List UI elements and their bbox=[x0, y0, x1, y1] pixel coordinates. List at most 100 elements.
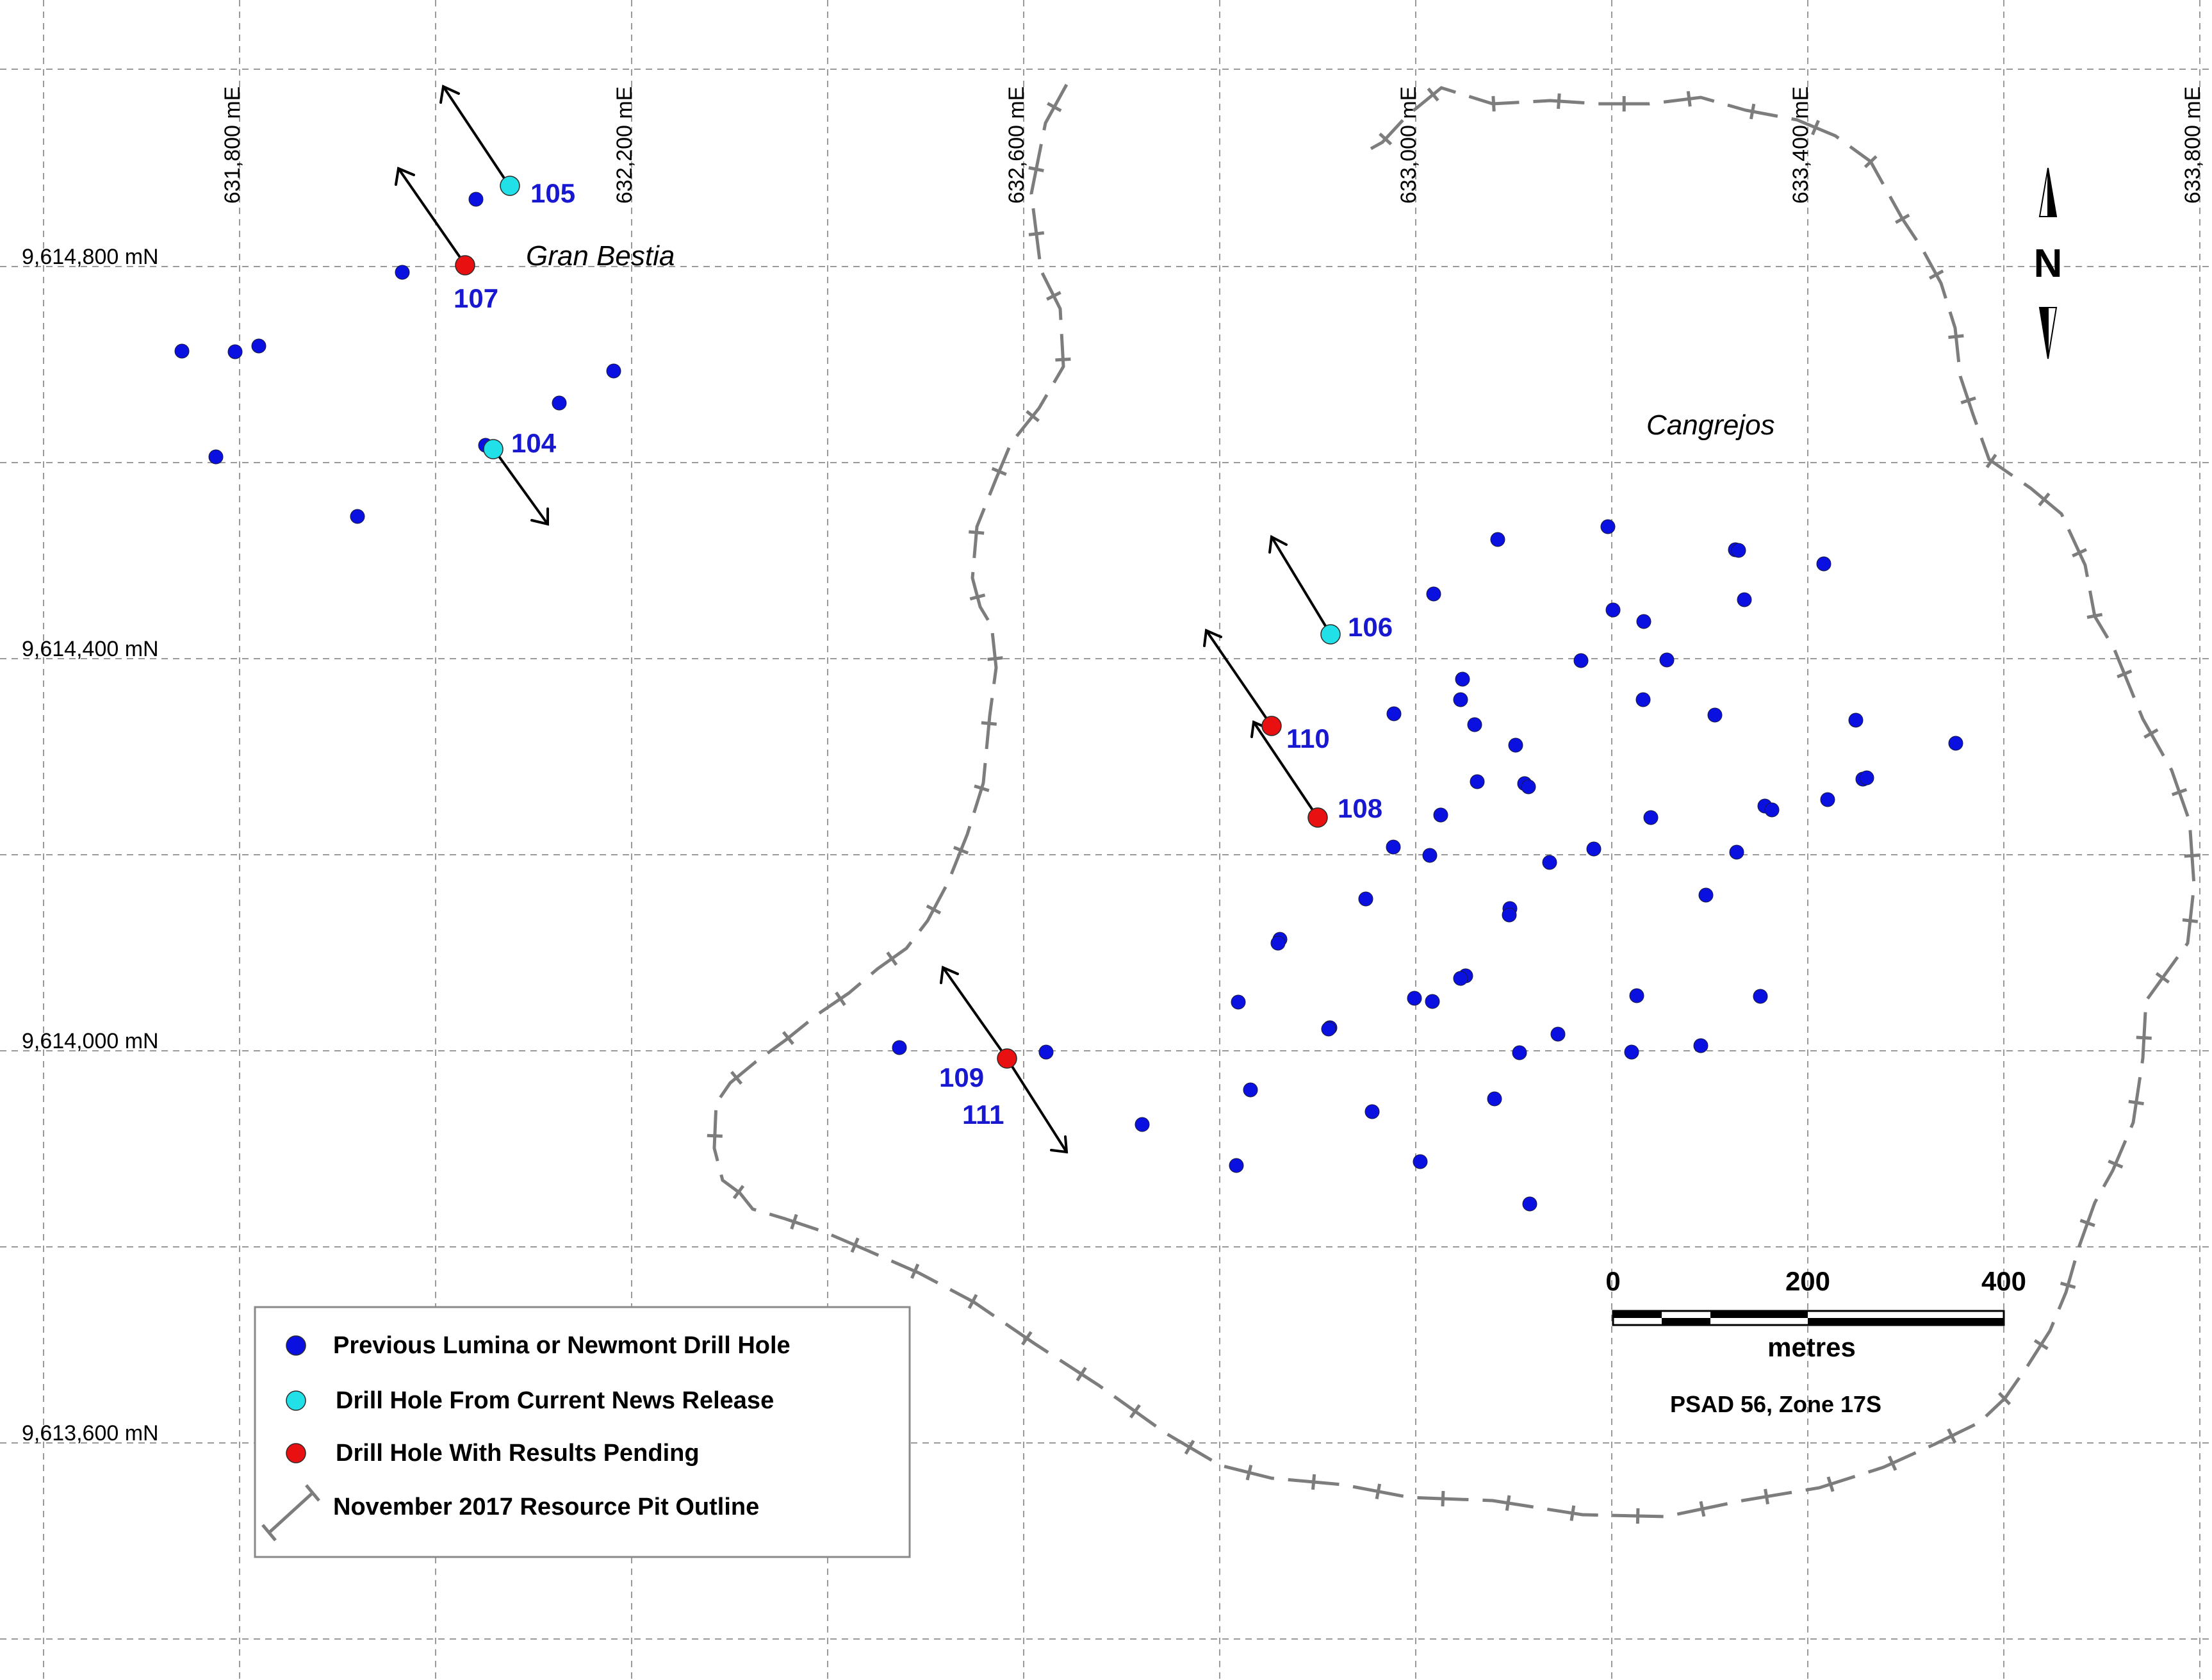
previous-drill-hole[interactable] bbox=[1693, 1038, 1708, 1053]
previous-drill-hole[interactable] bbox=[1512, 1045, 1527, 1060]
previous-drill-hole[interactable] bbox=[1820, 792, 1835, 807]
drill-hole-108[interactable] bbox=[1307, 807, 1328, 828]
hole-label: 105 bbox=[530, 178, 575, 208]
previous-drill-hole[interactable] bbox=[1643, 810, 1659, 825]
previous-drill-hole[interactable] bbox=[1816, 556, 1831, 572]
drill-hole-104[interactable] bbox=[483, 439, 504, 459]
previous-drill-hole[interactable] bbox=[1707, 707, 1723, 723]
previous-drill-hole[interactable] bbox=[1859, 770, 1874, 786]
previous-drill-hole[interactable] bbox=[1453, 692, 1468, 707]
previous-drill-hole[interactable] bbox=[1502, 907, 1517, 923]
pit-outline-ticks bbox=[707, 87, 2200, 1524]
previous-drill-hole[interactable] bbox=[1753, 989, 1768, 1004]
previous-drill-hole[interactable] bbox=[1522, 1196, 1537, 1212]
previous-drill-hole[interactable] bbox=[1135, 1117, 1150, 1132]
previous-drill-hole[interactable] bbox=[606, 363, 621, 379]
previous-drill-hole[interactable] bbox=[1453, 971, 1468, 986]
previous-drill-hole[interactable] bbox=[552, 395, 567, 411]
previous-drill-hole[interactable] bbox=[174, 343, 190, 359]
pit-outline-tick bbox=[2060, 1281, 2076, 1289]
previous-drill-hole[interactable] bbox=[1659, 652, 1675, 668]
previous-drill-hole[interactable] bbox=[1573, 653, 1589, 668]
previous-drill-hole[interactable] bbox=[1425, 994, 1440, 1009]
previous-drill-hole[interactable] bbox=[1243, 1082, 1258, 1098]
previous-drill-hole[interactable] bbox=[1636, 614, 1651, 629]
pit-outline-tick bbox=[835, 991, 846, 1007]
previous-drill-hole[interactable] bbox=[1550, 1026, 1566, 1042]
previous-drill-hole[interactable] bbox=[1407, 991, 1422, 1006]
drill-hole-105[interactable] bbox=[500, 176, 520, 196]
drill-hole-110[interactable] bbox=[1261, 716, 1282, 736]
previous-drill-hole[interactable] bbox=[1508, 737, 1523, 753]
pit-outline-tick bbox=[1928, 269, 1944, 280]
previous-drill-hole[interactable] bbox=[1848, 712, 1864, 728]
trace-arrow bbox=[940, 966, 1069, 1154]
previous-drill-hole[interactable] bbox=[1624, 1044, 1639, 1060]
previous-drill-hole[interactable] bbox=[1521, 779, 1536, 795]
pit-outline-tick bbox=[1055, 358, 1071, 362]
legend-item: Drill Hole From Current News Release bbox=[286, 1387, 774, 1414]
previous-drill-hole[interactable] bbox=[1542, 855, 1557, 870]
trace-arrow bbox=[1268, 534, 1332, 636]
previous-drill-hole[interactable] bbox=[1764, 802, 1780, 818]
previous-drill-hole[interactable] bbox=[395, 265, 410, 280]
drill-hole-107[interactable] bbox=[455, 255, 475, 276]
northing-label: 9,614,800 mN bbox=[22, 245, 159, 269]
pit-outline-tick bbox=[2128, 1099, 2144, 1106]
pit-outline-tick bbox=[1985, 454, 1997, 468]
previous-drill-hole[interactable] bbox=[1490, 532, 1505, 547]
previous-drill-hole[interactable] bbox=[1358, 891, 1373, 907]
previous-drill-hole[interactable] bbox=[468, 192, 484, 207]
pit-outline-tick bbox=[1505, 1495, 1511, 1511]
previous-drill-hole[interactable] bbox=[1386, 706, 1402, 721]
scale-datum: PSAD 56, Zone 17S bbox=[1670, 1391, 1881, 1417]
previous-drill-hole[interactable] bbox=[227, 344, 243, 359]
drill-hole-109-111[interactable] bbox=[997, 1048, 1017, 1069]
news-drill-holes bbox=[483, 176, 1341, 645]
previous-drill-hole[interactable] bbox=[1422, 848, 1438, 863]
pit-outline-tick bbox=[886, 951, 898, 966]
pit-outline-tick bbox=[1427, 87, 1439, 102]
previous-drill-hole[interactable] bbox=[1364, 1104, 1380, 1119]
previous-drill-hole[interactable] bbox=[892, 1040, 907, 1055]
previous-drill-hole[interactable] bbox=[1270, 935, 1286, 951]
easting-label: 631,800 mE bbox=[220, 86, 245, 204]
previous-drill-hole[interactable] bbox=[1737, 592, 1752, 607]
previous-drill-hole[interactable] bbox=[1600, 519, 1616, 534]
previous-drill-hole[interactable] bbox=[1038, 1044, 1054, 1060]
previous-drill-hole[interactable] bbox=[1948, 736, 1963, 751]
previous-drill-hole[interactable] bbox=[1635, 692, 1651, 707]
previous-drill-hole[interactable] bbox=[1729, 844, 1744, 860]
previous-drill-hole[interactable] bbox=[1698, 887, 1714, 903]
previous-drill-hole[interactable] bbox=[1470, 774, 1485, 789]
previous-drill-hole[interactable] bbox=[1586, 841, 1602, 857]
previous-drill-hole[interactable] bbox=[1487, 1091, 1502, 1107]
legend-label: Drill Hole With Results Pending bbox=[336, 1440, 700, 1467]
previous-drill-hole[interactable] bbox=[1731, 543, 1746, 558]
previous-drill-hole[interactable] bbox=[1433, 807, 1448, 823]
previous-drill-hole[interactable] bbox=[1386, 839, 1401, 855]
pit-outline-tick bbox=[2171, 787, 2188, 796]
pit-outline-tick bbox=[2086, 613, 2103, 619]
previous-drill-hole[interactable] bbox=[1467, 717, 1482, 732]
previous-drill-hole[interactable] bbox=[350, 509, 365, 524]
previous-drill-hole[interactable] bbox=[251, 338, 266, 354]
previous-drill-hole[interactable] bbox=[1321, 1021, 1336, 1037]
pit-outline-tick bbox=[2143, 728, 2159, 739]
previous-drill-hole[interactable] bbox=[1413, 1154, 1428, 1169]
previous-drill-holes bbox=[174, 192, 1963, 1212]
previous-drill-hole[interactable] bbox=[1455, 671, 1470, 687]
scale-tick-label: 0 bbox=[1605, 1266, 1620, 1296]
previous-drill-hole[interactable] bbox=[208, 449, 224, 465]
drill-hole-106[interactable] bbox=[1320, 624, 1341, 645]
previous-drill-hole[interactable] bbox=[1605, 602, 1621, 618]
previous-drill-hole[interactable] bbox=[1426, 586, 1441, 602]
pit-outline-tick bbox=[2117, 669, 2133, 679]
previous-drill-hole[interactable] bbox=[1629, 988, 1644, 1003]
previous-drill-hole[interactable] bbox=[1231, 994, 1246, 1010]
trace-arrow bbox=[492, 447, 549, 526]
pit-outline-tick bbox=[2136, 1035, 2152, 1040]
pit-outline-tick bbox=[974, 784, 990, 793]
previous-drill-hole[interactable] bbox=[1229, 1158, 1244, 1173]
